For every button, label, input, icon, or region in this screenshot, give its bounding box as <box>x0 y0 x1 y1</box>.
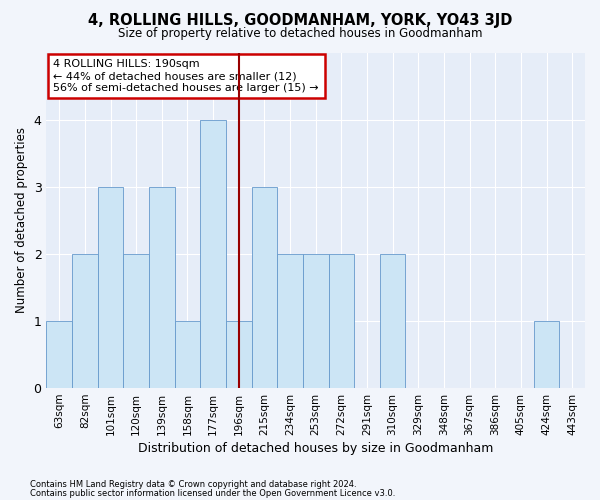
Bar <box>72 254 98 388</box>
Bar <box>46 321 72 388</box>
Text: 4, ROLLING HILLS, GOODMANHAM, YORK, YO43 3JD: 4, ROLLING HILLS, GOODMANHAM, YORK, YO43… <box>88 12 512 28</box>
Bar <box>98 186 124 388</box>
Bar <box>226 321 251 388</box>
Bar <box>124 254 149 388</box>
Bar <box>175 321 200 388</box>
Text: Contains public sector information licensed under the Open Government Licence v3: Contains public sector information licen… <box>30 489 395 498</box>
X-axis label: Distribution of detached houses by size in Goodmanham: Distribution of detached houses by size … <box>138 442 493 455</box>
Text: Contains HM Land Registry data © Crown copyright and database right 2024.: Contains HM Land Registry data © Crown c… <box>30 480 356 489</box>
Bar <box>200 120 226 388</box>
Text: Size of property relative to detached houses in Goodmanham: Size of property relative to detached ho… <box>118 28 482 40</box>
Y-axis label: Number of detached properties: Number of detached properties <box>15 128 28 314</box>
Bar <box>277 254 303 388</box>
Bar <box>303 254 329 388</box>
Bar <box>534 321 559 388</box>
Bar <box>329 254 354 388</box>
Bar <box>251 186 277 388</box>
Bar <box>380 254 406 388</box>
Bar <box>149 186 175 388</box>
Text: 4 ROLLING HILLS: 190sqm
← 44% of detached houses are smaller (12)
56% of semi-de: 4 ROLLING HILLS: 190sqm ← 44% of detache… <box>53 60 319 92</box>
